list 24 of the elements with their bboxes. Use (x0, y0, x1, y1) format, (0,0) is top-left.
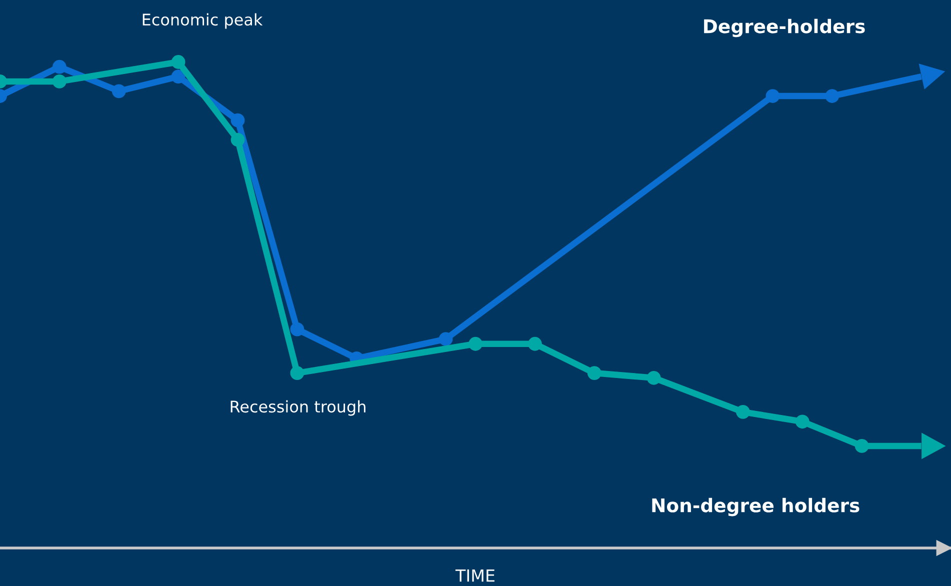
point (468, 336, 482, 351)
point (52, 60, 66, 74)
point (112, 84, 126, 98)
point (795, 414, 810, 429)
point (825, 89, 840, 103)
point (646, 370, 661, 385)
point (587, 366, 602, 380)
annotation: Recession trough (230, 400, 366, 416)
point (438, 332, 453, 346)
point (171, 70, 186, 84)
x-axis-title: TIME (455, 569, 494, 582)
point (290, 322, 304, 336)
text: Economic peak (142, 13, 263, 29)
point (52, 74, 66, 88)
point (230, 113, 245, 128)
point (171, 55, 186, 69)
point (766, 89, 780, 103)
point (528, 336, 542, 351)
text: Non-degree holders (652, 498, 860, 516)
point (854, 438, 869, 453)
text: Degree-holders (704, 18, 865, 38)
point (736, 404, 750, 419)
point (230, 132, 245, 147)
point (290, 366, 304, 380)
